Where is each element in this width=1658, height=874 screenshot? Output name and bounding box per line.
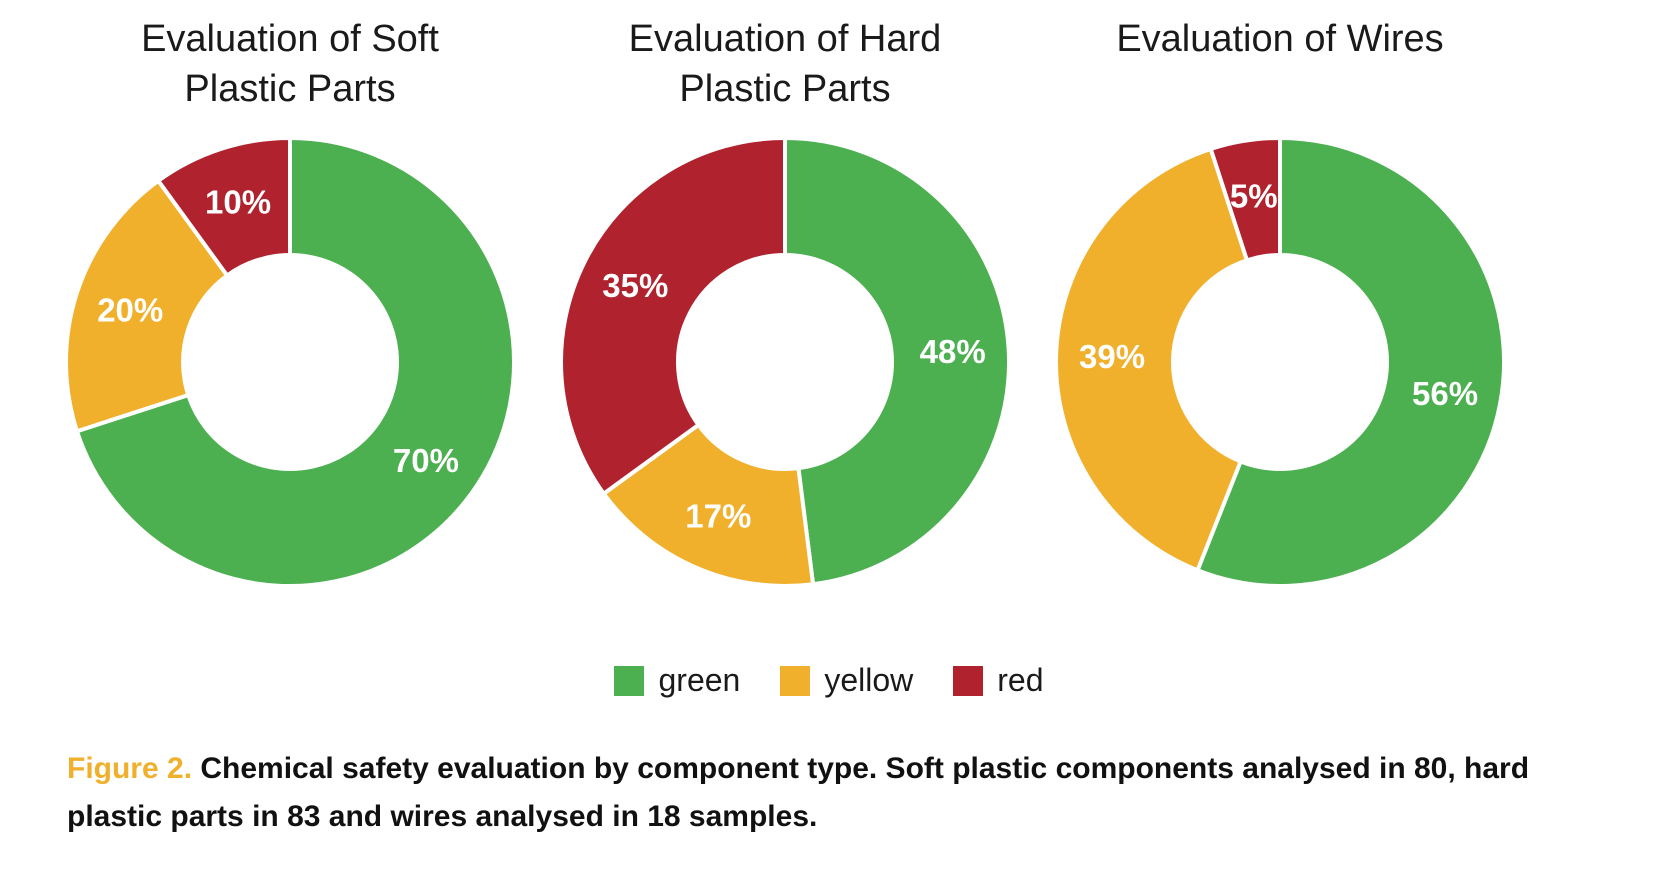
slice-label-soft-plastic-yellow: 20% [97, 292, 163, 329]
donut-wires: 56% 39% 5% [1054, 135, 1506, 588]
legend-swatch-green [614, 665, 645, 696]
slice-label-soft-plastic-red: 10% [205, 184, 271, 221]
legend-item-green: green [614, 662, 740, 699]
slice-hard-plastic-green [783, 135, 1011, 587]
chart-title-soft-plastic: Evaluation of Soft Plastic Parts [141, 18, 439, 110]
chart-title-wires: Evaluation of Wires [1116, 18, 1444, 60]
legend-item-yellow: yellow [780, 662, 913, 699]
slice-hard-plastic-red [559, 135, 787, 497]
legend-label-green: green [658, 662, 741, 698]
slice-soft-plastic-yellow [64, 177, 230, 434]
chart-title-hard-plastic: Evaluation of Hard Plastic Parts [628, 18, 942, 110]
legend-swatch-red [953, 665, 984, 696]
slice-label-hard-plastic-yellow: 17% [685, 498, 751, 535]
figure-label: Figure 2. [67, 752, 193, 785]
slice-label-wires-green: 56% [1412, 375, 1478, 412]
donut-hard-plastic: 48% 17% 35% [559, 135, 1011, 588]
charts-area: Evaluation of Soft Plastic Parts Evaluat… [64, 18, 1506, 588]
legend-label-red: red [997, 662, 1044, 698]
figure-caption: Figure 2. Chemical safety evaluation by … [67, 745, 1587, 841]
legend: green yellow red [0, 662, 1658, 699]
slice-wires-red [1208, 135, 1282, 263]
legend-swatch-yellow [780, 665, 811, 696]
caption-text: Chemical safety evaluation by component … [67, 752, 1530, 833]
legend-label-yellow: yellow [824, 662, 914, 698]
slice-wires-green [1194, 135, 1506, 588]
legend-item-red: red [953, 662, 1044, 699]
slice-label-wires-red: 5% [1230, 178, 1278, 215]
slice-label-hard-plastic-green: 48% [920, 333, 986, 370]
donut-charts: 70% 20% 10% 48% 17% 35% 56% 39% 5% [64, 135, 1506, 588]
slice-wires-yellow [1054, 146, 1250, 573]
slice-label-wires-yellow: 39% [1079, 338, 1145, 375]
slice-soft-plastic-red [155, 135, 292, 279]
slice-label-hard-plastic-red: 35% [602, 267, 668, 304]
donut-soft-plastic: 70% 20% 10% [64, 135, 516, 588]
slice-soft-plastic-green [74, 135, 516, 588]
slice-hard-plastic-yellow [600, 422, 816, 588]
slice-label-soft-plastic-green: 70% [393, 442, 459, 479]
